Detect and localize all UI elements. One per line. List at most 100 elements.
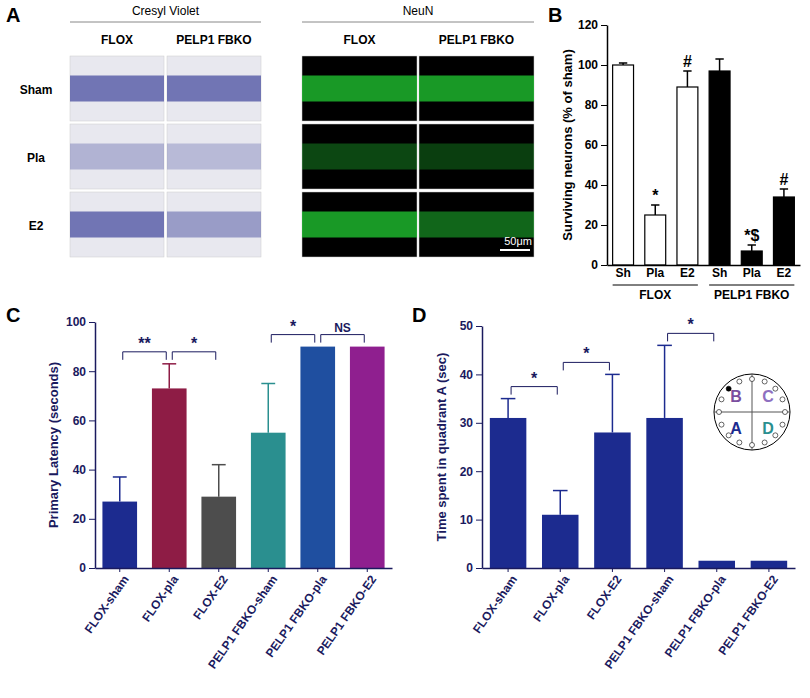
tick-label: 30: [460, 416, 474, 430]
bracket: [563, 362, 609, 370]
stain-band: [70, 144, 164, 170]
tick-mark: [89, 470, 95, 471]
panel-label: B: [548, 4, 562, 26]
bar: [677, 87, 698, 265]
maze-hole: [737, 379, 742, 384]
bar: [594, 432, 631, 568]
micrograph: [419, 56, 534, 121]
axis-line: [96, 568, 393, 570]
error-bars: [501, 345, 672, 514]
plot-area: [613, 65, 795, 265]
tick: Sh: [712, 265, 727, 280]
tick-label: PELP1 FBKO-E2: [314, 573, 380, 658]
figure: ABCDCresyl VioletFLOXPELP1 FBKONeuNFLOXP…: [0, 0, 810, 698]
panel-a: Cresyl VioletFLOXPELP1 FBKONeuNFLOXPELP1…: [20, 4, 534, 257]
tick-label: 0: [466, 561, 473, 575]
maze-hole: [737, 440, 742, 445]
tick-mark: [508, 568, 509, 572]
y-axis-title: Primary Latency (seconds): [46, 362, 61, 528]
error-cap: [261, 383, 275, 385]
tick-mark: [716, 568, 717, 572]
tick: 40: [460, 368, 482, 382]
significance: *: [583, 345, 590, 362]
error-bar: [655, 205, 657, 215]
bar: [300, 347, 335, 568]
y-axis-title: Surviving neurons (% of sham): [560, 49, 575, 240]
tick: 20: [585, 218, 607, 232]
tick: 40: [585, 178, 607, 192]
bar: [646, 418, 683, 568]
error-bar: [268, 384, 270, 433]
tick-mark: [560, 568, 561, 572]
tick: 20: [73, 512, 95, 526]
row-label: Pla: [27, 151, 45, 165]
tick-label: 60: [73, 414, 87, 428]
maze: [714, 374, 790, 450]
error-bar: [687, 71, 689, 87]
maze-hole: [717, 410, 722, 415]
scale-bar-label: 50μm: [504, 235, 532, 247]
error-bar: [612, 374, 614, 432]
y-axis: 020406080100: [66, 315, 96, 575]
significance: *: [688, 316, 695, 333]
tick-label: 100: [66, 315, 86, 329]
bar: [350, 347, 385, 568]
error-cap: [657, 345, 672, 347]
tick: 20: [460, 465, 482, 479]
error-cap: [619, 62, 627, 64]
panel-label: C: [6, 304, 20, 326]
stain-band: [302, 76, 417, 102]
group-rule: [613, 285, 698, 286]
x-axis: FLOX-shamFLOX-plaFLOX-E2PELP1 FBKO-shamP…: [470, 568, 795, 671]
maze-inset: ABCD: [714, 374, 790, 450]
error-bar: [664, 345, 666, 418]
bracket: [321, 335, 365, 343]
tick-mark: [601, 185, 607, 186]
maze-hole: [750, 377, 755, 382]
chart: 020406080100120ShPlaE2ShPlaE2Surviving n…: [560, 18, 801, 302]
tick-mark: [476, 326, 482, 327]
tick-label: 80: [73, 365, 87, 379]
tick-label: Sh: [712, 266, 727, 280]
tick-label: 20: [585, 218, 599, 232]
micrograph: [419, 192, 534, 257]
stain-band: [302, 212, 417, 238]
error-cap: [715, 58, 723, 60]
tick-mark: [476, 471, 482, 472]
tick: FLOX-sham: [82, 568, 132, 636]
error-cap: [162, 363, 176, 365]
error-bar: [783, 189, 785, 197]
header: Cresyl Violet: [132, 4, 200, 18]
stain-band: [167, 212, 261, 238]
group-label: FLOX: [639, 288, 671, 302]
stain-band: [70, 76, 164, 102]
tick-label: 20: [460, 465, 474, 479]
significance: #: [779, 171, 788, 188]
bar: [751, 561, 788, 568]
tick-mark: [367, 568, 368, 572]
tick-label: FLOX-E2: [584, 573, 625, 623]
column-label: FLOX: [344, 33, 376, 47]
tick: Sh: [615, 265, 630, 280]
quadrant-label: C: [762, 388, 774, 405]
tick-label: FLOX-pla: [139, 573, 181, 625]
micrograph: [167, 124, 261, 189]
significance: NS: [334, 321, 351, 335]
axis-line: [608, 265, 801, 267]
micrograph: [302, 192, 417, 257]
tick-mark: [601, 145, 607, 146]
error-cap: [553, 490, 568, 492]
tick-mark: [601, 225, 607, 226]
micrograph: [419, 124, 534, 189]
bar: [490, 418, 527, 568]
tick-mark: [476, 423, 482, 424]
bar: [102, 502, 137, 568]
maze-hole: [780, 397, 785, 402]
error-bar: [751, 245, 753, 251]
tick: 0: [79, 561, 95, 575]
tick-label: 0: [591, 258, 598, 272]
panel-label: A: [6, 4, 20, 26]
tick: 80: [585, 98, 607, 112]
bar: [645, 215, 666, 265]
stain-band: [70, 212, 164, 238]
